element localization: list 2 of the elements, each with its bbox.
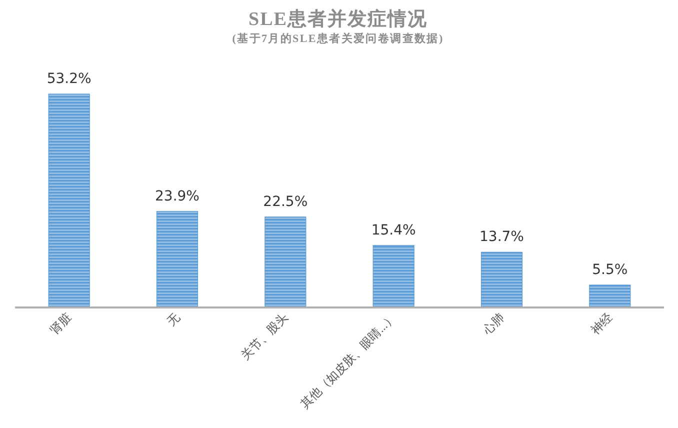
subtitle: (基于7月的SLE患者关爱问卷调查数据) xyxy=(232,33,444,45)
title: SLE患者并发症情况 xyxy=(248,9,428,30)
